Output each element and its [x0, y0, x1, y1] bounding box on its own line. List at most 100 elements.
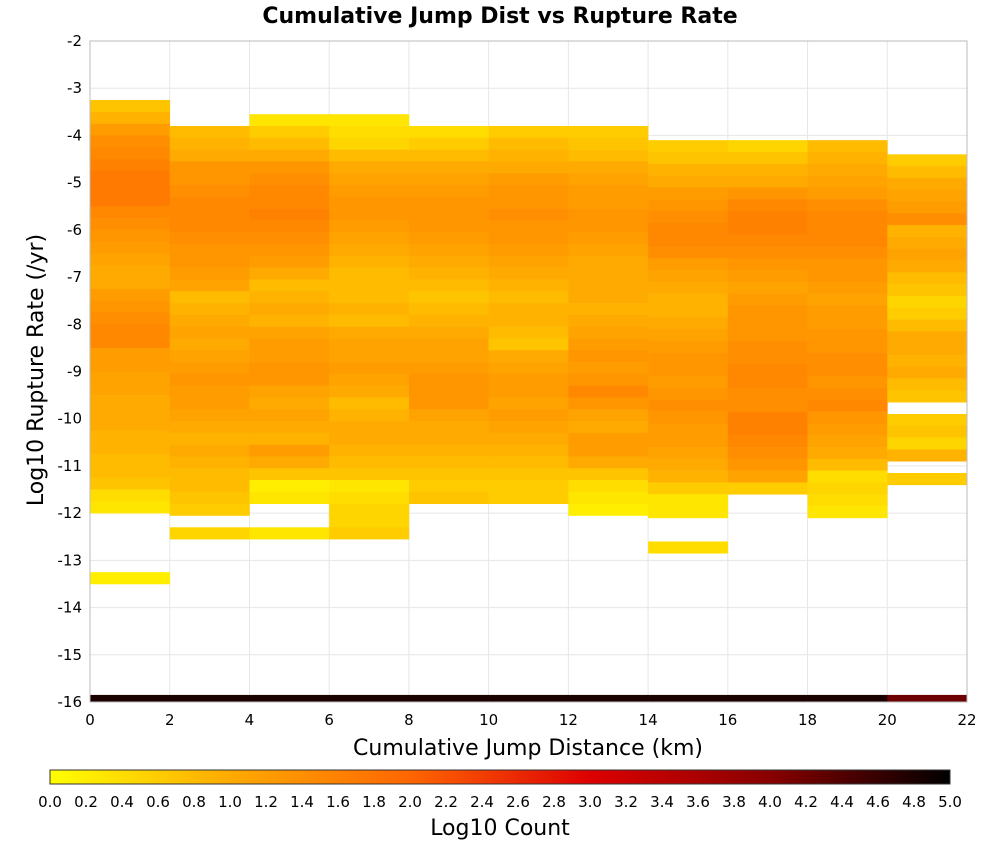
- heatmap-cell: [648, 423, 729, 436]
- heatmap-cell: [329, 385, 410, 398]
- heatmap-cell: [249, 338, 330, 351]
- heatmap-cell: [807, 329, 888, 342]
- colorbar-tick-label: 1.0: [218, 793, 242, 811]
- y-tick-label: -7: [67, 268, 82, 286]
- heatmap-cell: [568, 444, 649, 457]
- heatmap-cell: [568, 385, 649, 398]
- x-tick-label: 12: [559, 711, 578, 729]
- y-tick-label: -11: [58, 457, 83, 475]
- heatmap-cell: [90, 442, 171, 455]
- heatmap-cell: [90, 383, 171, 396]
- heatmap-cell: [488, 480, 569, 493]
- heatmap-cell: [887, 225, 968, 238]
- heatmap-cell: [329, 314, 410, 327]
- heatmap-cell: [90, 489, 171, 502]
- heatmap-cell: [90, 324, 171, 337]
- heatmap-cell: [90, 359, 171, 372]
- x-tick-label: 4: [245, 711, 255, 729]
- heatmap-cell: [648, 210, 729, 224]
- heatmap-cell: [249, 527, 330, 540]
- y-tick-label: -4: [67, 126, 82, 144]
- heatmap-cell: [648, 269, 729, 283]
- heatmap-cell: [887, 354, 968, 368]
- heatmap-cell: [648, 199, 729, 212]
- heatmap-cell: [90, 395, 171, 408]
- colorbar-tick-label: 4.2: [794, 793, 818, 811]
- x-tick-label: 8: [404, 711, 414, 729]
- heatmap-cell: [329, 362, 410, 375]
- heatmap-cell: [249, 173, 330, 186]
- heatmap-cell: [648, 140, 729, 153]
- heatmap-cell: [807, 482, 888, 495]
- heatmap-cell: [568, 326, 649, 339]
- heatmap-cell: [169, 185, 250, 198]
- heatmap-cell: [329, 137, 410, 150]
- heatmap-cell: [488, 314, 569, 327]
- heatmap-cell: [488, 291, 569, 304]
- y-tick-label: -14: [58, 599, 83, 617]
- heatmap-cell: [727, 199, 808, 212]
- heatmap-cell: [727, 388, 808, 401]
- heatmap-cell: [249, 232, 330, 245]
- plot-frame: [89, 40, 968, 703]
- x-tick-label: 18: [798, 711, 817, 729]
- heatmap-cell: [568, 267, 649, 280]
- colorbar-tick-label: 2.2: [434, 793, 458, 811]
- heatmap-cell: [329, 255, 410, 268]
- heatmap-cell: [408, 480, 489, 493]
- heatmap-cell: [807, 458, 888, 471]
- heatmap-cell: [90, 241, 171, 254]
- heatmap-cell: [648, 305, 729, 318]
- heatmap-cell: [648, 329, 729, 342]
- heatmap-cell: [807, 694, 888, 702]
- heatmap-cell: [329, 326, 410, 339]
- heatmap-cell: [488, 444, 569, 457]
- heatmap-cell: [169, 527, 250, 540]
- heatmap-cell: [329, 456, 410, 469]
- heatmap-cell: [488, 373, 569, 386]
- heatmap-cell: [408, 267, 489, 280]
- heatmap-cell: [90, 147, 171, 160]
- y-axis-label: Log10 Rupture Rate (/yr): [24, 234, 49, 506]
- heatmap-cell: [249, 373, 330, 386]
- heatmap-cell: [329, 161, 410, 174]
- heatmap-cell: [727, 364, 808, 377]
- heatmap-cell: [807, 151, 888, 165]
- x-tick-label: 22: [957, 711, 976, 729]
- heatmap-cell: [727, 435, 808, 448]
- heatmap-cell: [807, 447, 888, 460]
- heatmap-cell: [887, 343, 968, 356]
- heatmap-cell: [488, 468, 569, 481]
- heatmap-cell: [568, 480, 649, 493]
- colorbar-tick-label: 3.2: [614, 793, 638, 811]
- heatmap-cell: [807, 234, 888, 247]
- heatmap-cell: [249, 480, 330, 493]
- heatmap-cell: [568, 279, 649, 292]
- heatmap-cell: [488, 149, 569, 162]
- colorbar-tick-label: 5.0: [938, 793, 962, 811]
- heatmap-cell: [408, 125, 489, 139]
- colorbar-tick-label: 1.4: [290, 793, 314, 811]
- heatmap-cell: [249, 314, 330, 327]
- heatmap-cell: [488, 421, 569, 434]
- heatmap-cell: [727, 222, 808, 235]
- heatmap-cell: [90, 100, 171, 113]
- heatmap-cell: [169, 503, 250, 516]
- heatmap-cell: [648, 352, 729, 365]
- heatmap-cell: [887, 437, 968, 450]
- heatmap-cell: [249, 409, 330, 422]
- heatmap-cell: [727, 340, 808, 353]
- heatmap-cell: [90, 206, 171, 219]
- colorbar-tick-label: 3.4: [650, 793, 674, 811]
- x-tick-label: 2: [165, 711, 175, 729]
- heatmap-cell: [727, 246, 808, 259]
- heatmap-cell: [568, 255, 649, 268]
- heatmap-cell: [90, 229, 171, 242]
- heatmap-cell: [488, 409, 569, 422]
- heatmap-cell: [329, 267, 410, 280]
- heatmap-cell: [408, 255, 489, 268]
- heatmap-cell: [329, 397, 410, 410]
- y-tick-label: -3: [67, 79, 82, 97]
- heatmap-cell: [807, 506, 888, 519]
- colorbar-ticks: 0.0 0.2 0.4 0.6 0.8 1.0 1.2 1.4 1.6 1.8 2.0 2.2 2.4 2…: [38, 793, 962, 811]
